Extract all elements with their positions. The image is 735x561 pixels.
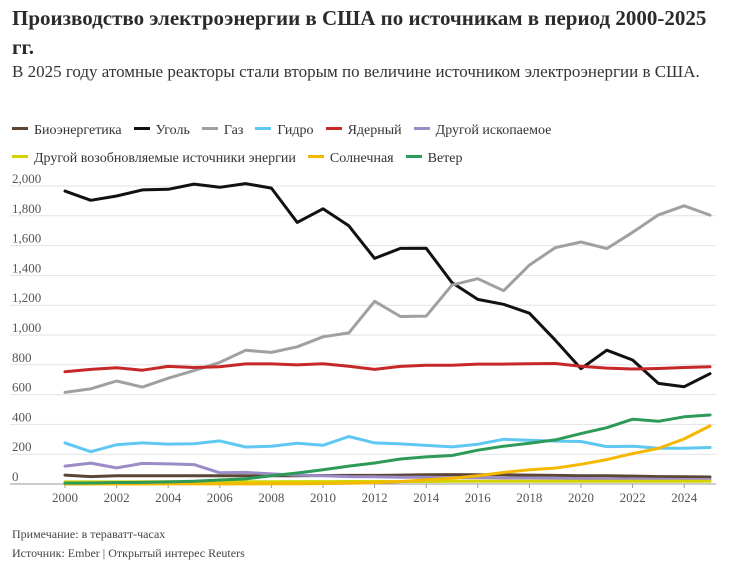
y-tick-label: 1,200 <box>12 290 41 305</box>
legend-swatch <box>413 127 430 131</box>
x-tick-label: 2002 <box>104 490 130 505</box>
legend-label: Другой ископаемое <box>435 123 552 138</box>
legend-label: Биоэнергетика <box>34 123 122 138</box>
y-tick-label: 0 <box>12 469 19 484</box>
legend-label: Газ <box>223 123 244 138</box>
legend-label: Уголь <box>155 123 190 138</box>
legend-item: Гидро <box>255 117 314 145</box>
y-tick-label: 2,000 <box>12 171 41 186</box>
legend-item: Биоэнергетика <box>12 117 122 145</box>
y-tick-label: 400 <box>12 409 32 424</box>
legend-swatch <box>307 155 324 159</box>
legend-swatch <box>405 155 422 159</box>
series-line-7 <box>63 424 712 486</box>
legend-item: Газ <box>201 117 244 145</box>
x-tick-label: 2000 <box>52 490 78 505</box>
chart-title: Производство электроэнергии в США по ист… <box>12 6 707 59</box>
series-line-2 <box>63 204 712 394</box>
source-credit: Источник: Ember | Открытый интерес Reute… <box>12 546 245 560</box>
y-tick-label: 800 <box>12 350 32 365</box>
legend-swatch <box>325 127 342 131</box>
y-tick-label: 1,600 <box>12 231 41 246</box>
legend-item: Ветер <box>405 145 463 173</box>
legend-label: Ветер <box>427 151 463 166</box>
legend-swatch <box>12 127 28 131</box>
legend-item: Ядерный <box>325 117 402 145</box>
x-axis: 2000 2002 2004 2006 2008 2010 2012 2014 2016 2018… <box>52 484 698 505</box>
x-tick-label: 2004 <box>155 490 182 505</box>
x-tick-label: 2006 <box>207 490 234 505</box>
series-line-5 <box>63 461 712 481</box>
legend-item: Другой ископаемое <box>413 117 552 145</box>
x-tick-label: 2022 <box>620 490 646 505</box>
legend-swatch <box>255 127 272 131</box>
y-tick-label: 1,800 <box>12 201 41 216</box>
legend-item: Другой возобновляемые источники энергии <box>12 145 296 173</box>
y-tick-label: 200 <box>12 439 32 454</box>
legend-label: Ядерный <box>347 123 402 138</box>
x-tick-label: 2024 <box>671 490 698 505</box>
chart-legend: Биоэнергетика Уголь Газ Гидро Ядерный Другой … <box>12 117 724 173</box>
x-tick-label: 2020 <box>568 490 594 505</box>
series-line-1 <box>63 182 712 389</box>
x-tick-label: 2016 <box>465 490 492 505</box>
x-tick-label: 2010 <box>310 490 336 505</box>
series-line-3 <box>63 435 712 454</box>
chart-subtitle: В 2025 году атомные реакторы стали вторы… <box>12 62 700 81</box>
y-axis: 0 200 400 600 800 1,000 1,200 1,400 1,600 1,800 2,… <box>12 171 41 484</box>
y-tick-label: 1,400 <box>12 260 41 275</box>
legend-label: Гидро <box>277 123 314 138</box>
line-chart: 0 200 400 600 800 1,000 1,200 1,400 1,600 1,800 2,… <box>10 171 716 505</box>
x-tick-label: 2012 <box>362 490 388 505</box>
legend-swatch <box>12 155 28 159</box>
series-line-4 <box>63 362 712 374</box>
series-line-8 <box>63 413 712 485</box>
x-tick-label: 2014 <box>413 490 440 505</box>
y-tick-label: 1,000 <box>12 320 41 335</box>
x-tick-label: 2018 <box>516 490 542 505</box>
x-tick-label: 2008 <box>258 490 284 505</box>
footnote: Примечание: в тераватт-часах <box>12 527 166 541</box>
y-tick-label: 600 <box>12 380 32 395</box>
legend-swatch <box>201 127 218 131</box>
legend-label: Другой возобновляемые источники энергии <box>34 151 296 166</box>
series-lines <box>63 182 712 486</box>
legend-label: Солнечная <box>329 151 394 166</box>
legend-item: Солнечная <box>307 145 394 173</box>
series-line-0 <box>63 473 712 479</box>
legend-item: Уголь <box>133 117 190 145</box>
legend-swatch <box>133 127 150 131</box>
